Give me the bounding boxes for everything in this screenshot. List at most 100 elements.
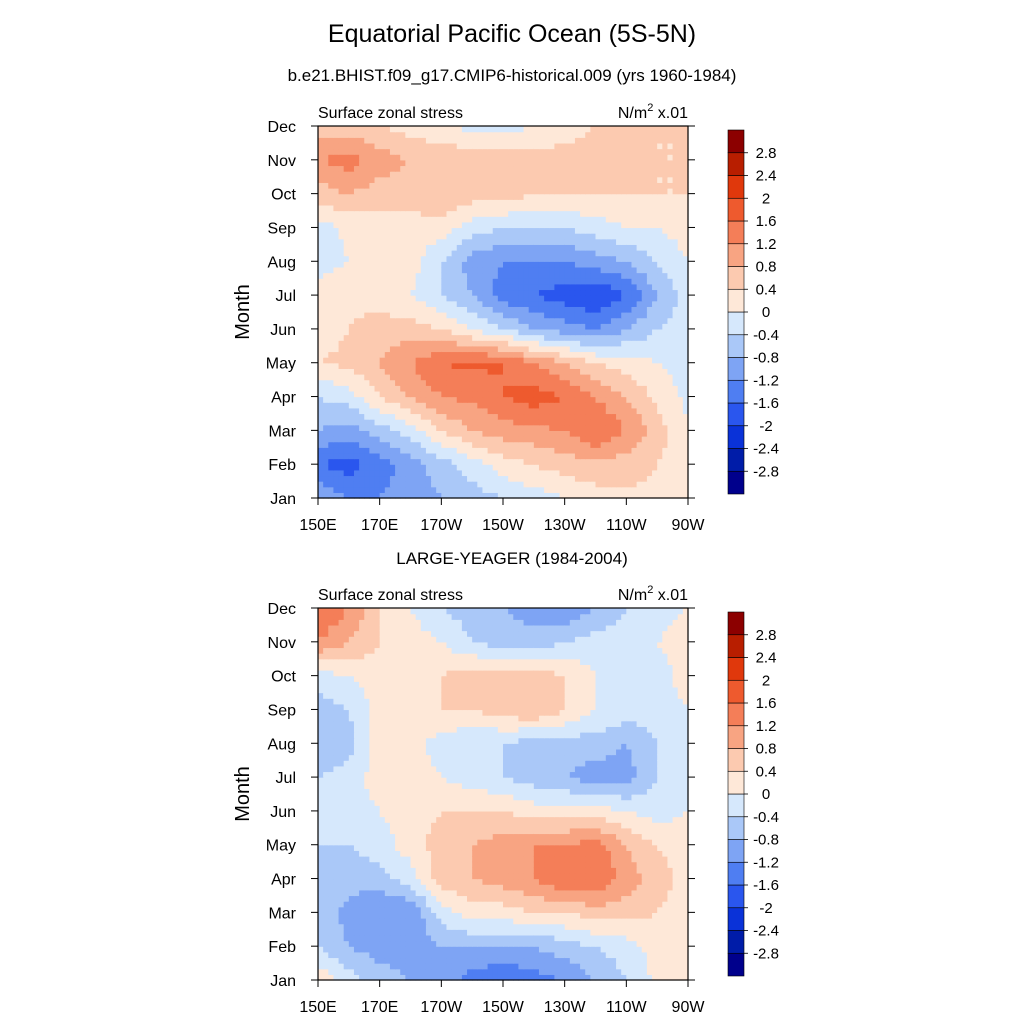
contour-cell	[621, 131, 627, 138]
contour-cell	[662, 402, 669, 409]
contour-cell	[456, 199, 463, 206]
contour-cell	[652, 148, 658, 155]
contour-cell	[343, 154, 350, 161]
contour-cell	[492, 362, 499, 369]
contour-cell	[353, 283, 360, 291]
contour-cell	[487, 407, 494, 415]
contour-cell	[364, 968, 370, 975]
contour-cell	[554, 407, 561, 415]
contour-cell	[672, 221, 679, 229]
contour-cell	[338, 278, 345, 285]
contour-cell	[590, 469, 597, 477]
contour-cell	[492, 328, 499, 336]
contour-cell	[508, 464, 514, 471]
contour-cell	[600, 413, 607, 420]
contour-cell	[544, 424, 550, 431]
contour-cell	[677, 407, 684, 415]
contour-cell	[415, 447, 422, 454]
contour-cell	[436, 165, 442, 172]
contour-cell	[621, 402, 627, 409]
contour-cell	[338, 481, 345, 488]
contour-cell	[477, 362, 484, 369]
contour-cell	[318, 974, 324, 981]
contour-cell	[400, 396, 406, 403]
contour-cell	[338, 238, 345, 245]
contour-cell	[477, 481, 484, 488]
contour-cell	[508, 486, 514, 493]
contour-cell	[333, 278, 340, 285]
contour-cell	[477, 396, 484, 403]
contour-cell	[451, 419, 458, 426]
contour-cell	[472, 131, 478, 138]
contour-cell	[554, 233, 561, 240]
contour-cell	[477, 266, 484, 274]
contour-cell	[415, 266, 422, 274]
contour-cell	[533, 221, 540, 229]
contour-cell	[672, 199, 679, 206]
contour-cell	[662, 374, 669, 381]
contour-cell	[533, 165, 540, 172]
contour-cell	[467, 289, 473, 296]
contour-cell	[425, 379, 432, 386]
contour-cell	[508, 250, 514, 257]
contour-cell	[441, 142, 448, 150]
contour-cell	[528, 159, 535, 167]
contour-cell	[662, 204, 669, 212]
contour-cell	[554, 402, 561, 409]
contour-cell	[425, 317, 432, 324]
contour-cell	[431, 154, 437, 161]
contour-cell	[590, 199, 597, 206]
contour-cell	[343, 368, 350, 375]
contour-cell	[451, 481, 458, 488]
contour-cell	[513, 340, 520, 347]
contour-cell	[564, 300, 571, 307]
contour-cell	[544, 227, 550, 234]
contour-cell	[631, 323, 638, 330]
contour-cell	[682, 255, 689, 262]
contour-cell	[605, 210, 612, 217]
contour-cell	[395, 368, 401, 375]
contour-cell	[467, 345, 473, 353]
contour-cell	[343, 492, 350, 499]
contour-cell	[389, 402, 396, 409]
contour-cell	[657, 199, 663, 206]
contour-cell	[328, 188, 335, 195]
contour-cell	[425, 244, 432, 251]
contour-cell	[636, 216, 643, 223]
contour-cell	[580, 447, 586, 454]
contour-cell	[646, 154, 653, 161]
contour-cell	[431, 227, 437, 234]
contour-cell	[472, 193, 478, 200]
contour-cell	[461, 283, 468, 291]
contour-cell	[379, 306, 386, 313]
contour-cell	[333, 233, 340, 240]
contour-cell	[677, 250, 684, 257]
contour-cell	[682, 357, 689, 364]
colorbar-label: -1.2	[753, 372, 779, 389]
contour-cell	[364, 957, 370, 964]
contour-cell	[461, 142, 468, 150]
contour-cell	[359, 452, 365, 460]
contour-cell	[538, 182, 545, 189]
contour-cell	[641, 148, 648, 155]
contour-cell	[662, 176, 669, 183]
contour-cell	[549, 131, 555, 138]
contour-cell	[482, 340, 489, 347]
contour-cell	[528, 131, 535, 138]
contour-cell	[338, 188, 345, 195]
contour-cell	[415, 227, 422, 234]
contour-cell	[338, 300, 345, 307]
contour-cell	[436, 137, 442, 144]
contour-cell	[487, 306, 494, 313]
contour-cell	[395, 452, 401, 460]
contour-cell	[662, 210, 669, 217]
contour-cell	[569, 210, 576, 217]
contour-cell	[646, 137, 653, 144]
contour-cell	[353, 951, 360, 959]
contour-cell	[574, 238, 581, 245]
contour-cell	[533, 216, 540, 223]
contour-cell	[369, 345, 376, 353]
contour-cell	[343, 441, 350, 448]
contour-cell	[318, 963, 324, 970]
contour-cell	[528, 148, 535, 155]
